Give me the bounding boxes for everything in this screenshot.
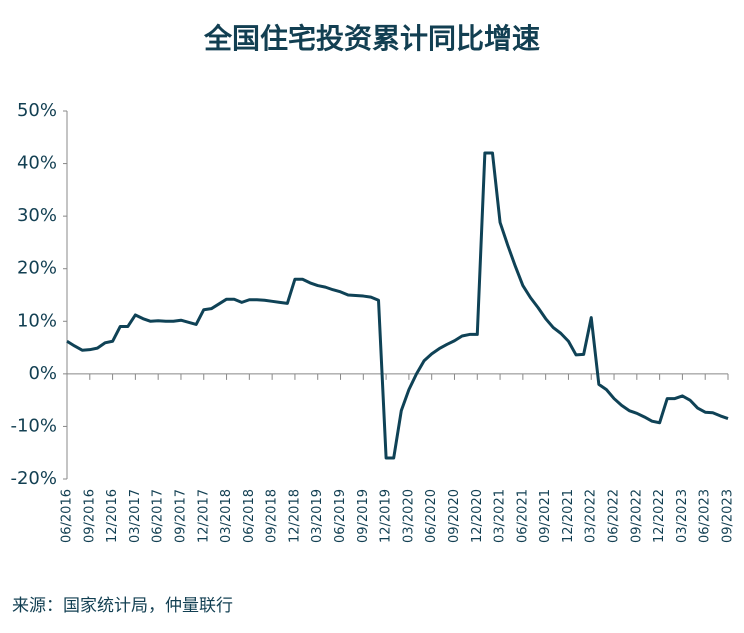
x-tick-label: 06/2020 <box>424 489 439 543</box>
x-tick-label: 03/2018 <box>219 489 234 543</box>
x-tick-label: 09/2016 <box>82 489 97 543</box>
x-tick-label: 09/2022 <box>629 489 644 543</box>
x-tick-label: 09/2021 <box>538 489 553 543</box>
x-tick-label: 12/2019 <box>379 489 394 543</box>
x-tick-label: 12/2017 <box>196 489 211 543</box>
x-tick-label: 09/2018 <box>265 489 280 543</box>
x-tick-label: 12/2016 <box>105 489 120 543</box>
y-tick-label: -10% <box>10 415 57 436</box>
x-tick-label: 09/2023 <box>721 489 736 543</box>
x-tick-label: 06/2021 <box>515 489 530 543</box>
source-note: 来源：国家统计局，仲量联行 <box>12 596 233 616</box>
x-tick-label: 09/2020 <box>447 489 462 543</box>
x-tick-label: 09/2017 <box>173 489 188 543</box>
x-tick-label: 03/2019 <box>310 489 325 543</box>
y-tick-label: 20% <box>17 258 57 279</box>
x-tick-label: 03/2017 <box>128 489 143 543</box>
x-tick-label: 12/2018 <box>287 489 302 543</box>
x-tick-label: 09/2019 <box>356 489 371 543</box>
x-tick-label: 06/2016 <box>60 489 75 543</box>
y-tick-label: 40% <box>17 153 57 174</box>
y-tick-label: 0% <box>28 363 57 384</box>
x-tick-label: 06/2023 <box>698 489 713 543</box>
x-tick-label: 03/2022 <box>584 489 599 543</box>
y-tick-label: -20% <box>10 468 57 489</box>
x-tick-label: 06/2018 <box>242 489 257 543</box>
y-tick-label: 50% <box>17 100 57 121</box>
data-line <box>66 151 729 460</box>
x-tick-label: 03/2021 <box>493 489 508 543</box>
x-tick-label: 12/2020 <box>470 489 485 543</box>
x-tick-label: 03/2023 <box>675 489 690 543</box>
x-tick-label: 03/2020 <box>401 489 416 543</box>
x-tick-label: 06/2019 <box>333 489 348 543</box>
x-tick-label: 12/2021 <box>561 489 576 543</box>
x-tick-label: 12/2022 <box>652 489 667 543</box>
y-tick-label: 10% <box>17 310 57 331</box>
x-tick-label: 06/2022 <box>607 489 622 543</box>
x-tick-label: 06/2017 <box>151 489 166 543</box>
chart-title: 全国住宅投资累计同比增速 <box>203 22 540 55</box>
y-tick-label: 30% <box>17 205 57 226</box>
